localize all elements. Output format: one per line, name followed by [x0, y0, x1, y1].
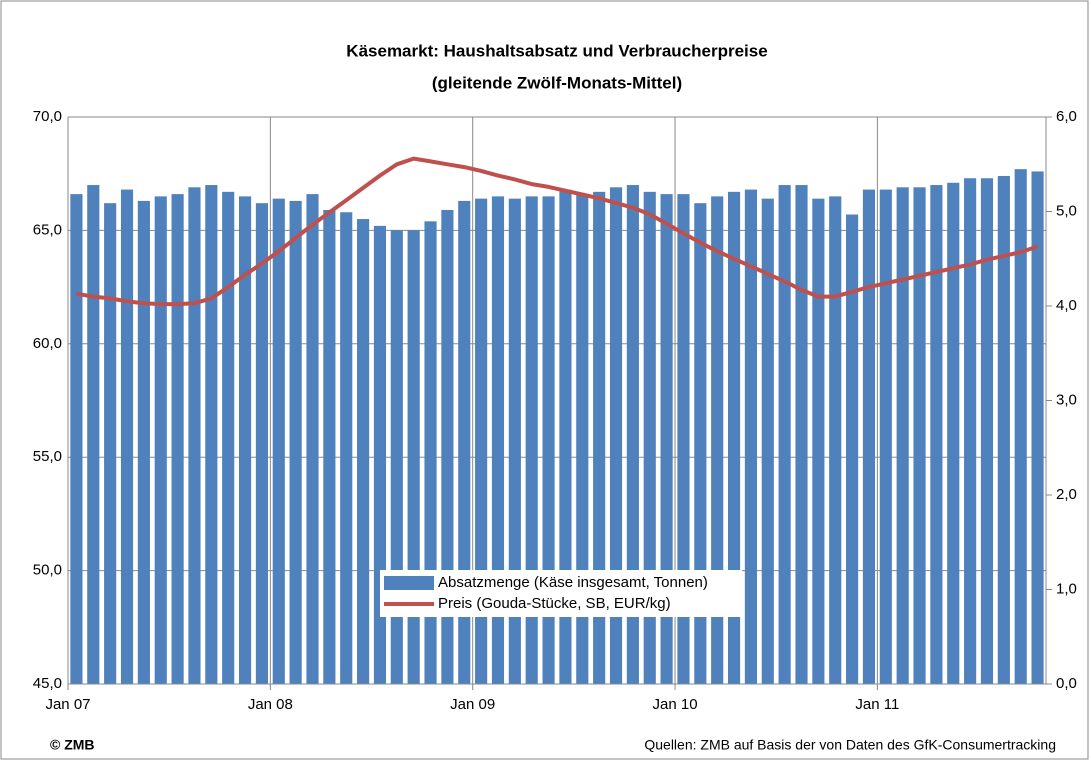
bar	[137, 200, 150, 684]
bar	[593, 191, 606, 684]
bar	[424, 221, 437, 684]
y2-tick-label: 4,0	[1056, 297, 1077, 314]
y2-tick-label: 3,0	[1056, 391, 1077, 408]
bar	[812, 198, 825, 684]
bar	[744, 189, 757, 685]
bar	[829, 196, 842, 684]
legend-item: Absatzmenge (Käse insgesamt, Tonnen)	[384, 573, 738, 593]
legend-swatch	[384, 602, 434, 606]
bar	[1031, 171, 1044, 684]
bar	[255, 203, 268, 684]
bar	[795, 185, 808, 685]
bar	[323, 209, 336, 684]
bar	[930, 185, 943, 685]
bar	[238, 196, 252, 684]
source: Quellen: ZMB auf Basis der von Daten des…	[644, 737, 1056, 753]
x-tick-label: Jan 11	[855, 696, 899, 713]
bar	[188, 187, 201, 685]
bar	[778, 185, 791, 685]
bar	[475, 198, 488, 684]
bar	[542, 196, 555, 684]
bar	[879, 189, 892, 685]
y2-tick-label: 0,0	[1056, 675, 1077, 692]
bar	[913, 187, 926, 685]
x-tick-label: Jan 07	[45, 696, 90, 713]
bar	[980, 178, 994, 684]
y-tick-label: 50,0	[33, 562, 62, 579]
bar	[694, 203, 707, 684]
x-tick-label: Jan 08	[248, 696, 293, 713]
y2-tick-label: 2,0	[1056, 486, 1077, 503]
bar	[761, 198, 774, 684]
bar	[87, 185, 100, 685]
legend: Absatzmenge (Käse insgesamt, Tonnen) Prei…	[380, 570, 742, 617]
y2-tick-label: 1,0	[1056, 580, 1077, 597]
bar	[104, 203, 117, 684]
bar	[357, 219, 370, 684]
bar	[576, 194, 589, 684]
y-tick-label: 55,0	[33, 448, 62, 465]
bar	[340, 212, 353, 685]
bar	[862, 189, 876, 685]
bar	[373, 225, 387, 684]
bar	[205, 185, 218, 685]
bar	[70, 194, 83, 684]
bar	[289, 200, 302, 684]
copyright: © ZMB	[50, 737, 95, 753]
bar	[458, 200, 471, 684]
bar	[660, 194, 673, 684]
bar	[727, 191, 741, 684]
bar	[846, 214, 859, 685]
bar	[947, 182, 960, 684]
bar	[222, 191, 235, 684]
bar	[525, 196, 538, 684]
bar	[643, 191, 656, 684]
bar	[711, 196, 724, 684]
y-tick-label: 60,0	[33, 335, 62, 352]
y2-tick-label: 5,0	[1056, 202, 1077, 219]
y2-tick-label: 6,0	[1056, 108, 1077, 125]
x-tick-label: Jan 10	[653, 696, 698, 713]
bar	[272, 198, 285, 684]
bar	[171, 194, 184, 684]
legend-item: Preis (Gouda-Stücke, SB, EUR/kg)	[384, 594, 738, 614]
y-tick-label: 45,0	[33, 675, 62, 692]
bar	[896, 187, 909, 685]
bar	[559, 189, 572, 685]
bar	[441, 209, 454, 684]
chart-subtitle: (gleitende Zwölf-Monats-Mittel)	[432, 73, 682, 92]
chart-title: Käsemarkt: Haushaltsabsatz und Verbrauch…	[346, 41, 767, 60]
legend-label: Absatzmenge (Käse insgesamt, Tonnen)	[438, 574, 708, 591]
legend-swatch	[384, 576, 434, 590]
x-tick-label: Jan 09	[450, 696, 495, 713]
bar	[306, 194, 319, 684]
legend-label: Preis (Gouda-Stücke, SB, EUR/kg)	[438, 595, 671, 612]
bar	[508, 198, 521, 684]
bar	[609, 187, 623, 685]
bar	[626, 185, 639, 685]
bar	[1014, 169, 1027, 684]
bar	[120, 189, 134, 685]
bar	[491, 196, 505, 684]
y-tick-label: 70,0	[33, 108, 62, 125]
bar	[997, 175, 1010, 684]
y-tick-label: 65,0	[33, 221, 62, 238]
bar	[964, 178, 977, 684]
bar	[154, 196, 167, 684]
line	[76, 156, 1039, 307]
bar	[677, 194, 690, 684]
